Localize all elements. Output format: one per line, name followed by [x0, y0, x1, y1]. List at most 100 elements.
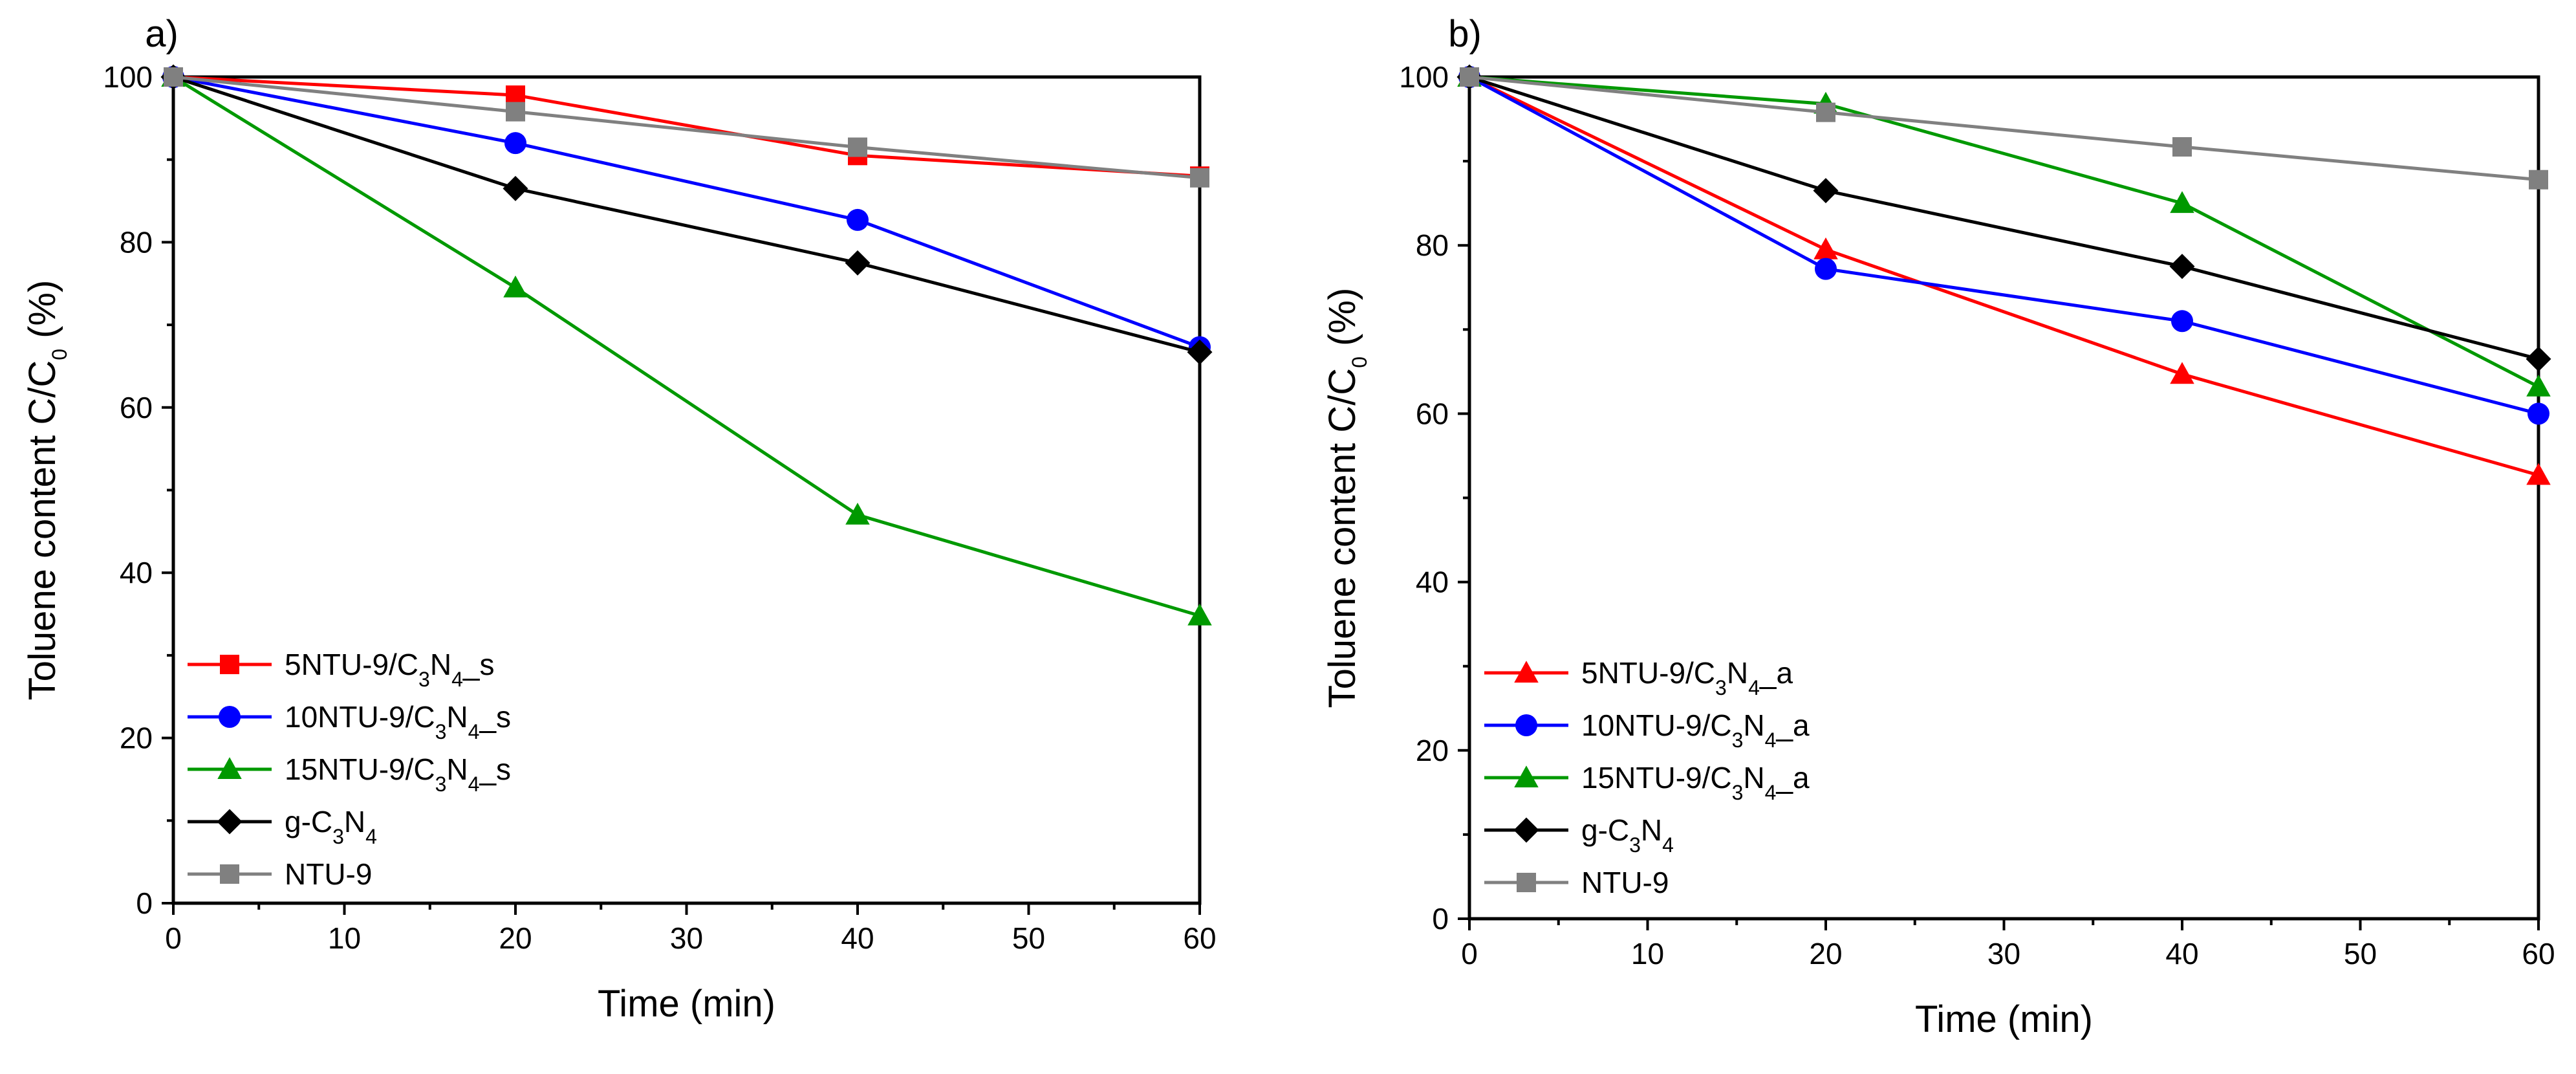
legend-marker: [1515, 714, 1537, 736]
legend: 5NTU-9/C3N4_s 10NTU-9/C3N4_s 15NTU-9/C3N4_…: [188, 648, 511, 891]
x-tick-label: 30: [670, 921, 703, 955]
x-tick-label: 0: [1461, 937, 1478, 970]
data-point: [1813, 237, 1838, 259]
series-line: [173, 75, 1200, 354]
series-3: [1457, 65, 2551, 397]
data-point: [2529, 170, 2548, 190]
data-point: [845, 503, 870, 525]
series-line: [1469, 75, 2540, 388]
data-point: [845, 250, 871, 276]
legend-marker: [219, 706, 241, 728]
data-point: [506, 102, 525, 122]
y-axis-title: Toluene content C/C0 (%): [1321, 288, 1371, 708]
x-tick-label: 60: [1183, 921, 1216, 955]
legend-marker: [1514, 765, 1539, 787]
legend-marker: [220, 655, 239, 674]
legend-item: NTU-9: [1484, 866, 1669, 899]
series-line: [173, 75, 1200, 180]
series-5: [164, 67, 1209, 188]
series-1: [1457, 65, 2551, 485]
legend-item: g-C3N4: [188, 805, 377, 848]
legend-marker: [217, 757, 242, 779]
data-point: [2169, 254, 2195, 279]
x-tick-label: 50: [2344, 937, 2377, 970]
data-point: [848, 137, 867, 157]
legend-label: 10NTU-9/C3N4_s: [285, 700, 511, 743]
y-tick-label: 0: [136, 886, 153, 920]
x-tick-label: 40: [841, 921, 874, 955]
legend-item: NTU-9: [188, 857, 372, 891]
x-tick-label: 30: [1987, 937, 2020, 970]
y-tick-label: 20: [120, 721, 153, 755]
x-axis-title: Time (min): [598, 983, 775, 1025]
series-4: [1456, 64, 2551, 372]
series-2: [1458, 66, 2549, 425]
y-tick-label: 40: [120, 556, 153, 589]
legend-label: 5NTU-9/C3N4_a: [1581, 656, 1793, 699]
legend-marker: [1513, 817, 1539, 843]
legend-item: 15NTU-9/C3N4_s: [188, 752, 511, 796]
y-tick-label: 0: [1432, 902, 1449, 936]
data-point: [1816, 102, 1835, 122]
data-point: [847, 208, 869, 231]
x-axis-title: Time (min): [1915, 998, 2093, 1040]
y-tick-label: 80: [1416, 228, 1449, 262]
y-tick-label: 100: [103, 60, 153, 94]
chart-2: 0 10 20 30 40 50 60 0 20 40 60 80 100 Time (min) Tolue…: [1321, 13, 2555, 1040]
y-tick-label: 20: [1416, 734, 1449, 767]
y-tick-label: 60: [120, 391, 153, 424]
x-tick-label: 10: [1631, 937, 1664, 970]
x-tick-label: 20: [499, 921, 532, 955]
legend-item: 15NTU-9/C3N4_a: [1484, 761, 1810, 804]
legend-item: g-C3N4: [1484, 813, 1674, 857]
legend-item: 10NTU-9/C3N4_s: [188, 700, 511, 743]
data-point: [503, 275, 528, 298]
series-line: [1469, 75, 2539, 182]
panel-label: b): [1448, 13, 1482, 55]
data-point: [504, 132, 526, 155]
series-line: [173, 75, 1200, 349]
y-tick-label: 40: [1416, 565, 1449, 599]
legend-label: 5NTU-9/C3N4_s: [285, 648, 494, 691]
series-line: [1468, 75, 2539, 415]
data-point: [2171, 310, 2193, 333]
legend-label: 15NTU-9/C3N4_s: [285, 752, 511, 796]
x-tick-label: 50: [1012, 921, 1045, 955]
chart-1: 0 10 20 30 40 50 60 0 20 40 60 80 100 Time (min) Tolue…: [21, 13, 1217, 1025]
data-point: [2172, 137, 2192, 157]
series-4: [160, 64, 1213, 365]
legend-marker: [1514, 661, 1539, 683]
series-line: [172, 75, 1200, 618]
data-point: [1460, 67, 1479, 87]
data-point: [2526, 375, 2551, 397]
y-axis-title: Toluene content C/C0 (%): [21, 280, 71, 701]
legend-marker: [220, 864, 239, 884]
legend-item: 10NTU-9/C3N4_a: [1484, 708, 1810, 752]
data-point: [1187, 339, 1213, 365]
legend-item: 5NTU-9/C3N4_a: [1484, 656, 1793, 699]
x-tick-label: 0: [165, 921, 182, 955]
legend-marker: [217, 809, 243, 835]
data-point: [1815, 258, 1837, 280]
series-3: [161, 65, 1212, 626]
data-point: [2526, 463, 2551, 485]
data-point: [2170, 191, 2194, 214]
data-point: [2526, 346, 2551, 372]
data-point: [2527, 402, 2549, 425]
legend-marker: [1517, 873, 1536, 892]
legend-label: g-C3N4: [285, 805, 377, 848]
y-tick-label: 60: [1416, 397, 1449, 430]
data-point: [503, 175, 528, 201]
series-line: [173, 75, 1200, 178]
x-tick-label: 20: [1809, 937, 1842, 970]
panel-label: a): [145, 13, 179, 55]
data-point: [1813, 178, 1839, 204]
legend: 5NTU-9/C3N4_a 10NTU-9/C3N4_a 15NTU-9/C3N4_…: [1484, 656, 1810, 899]
y-tick-label: 100: [1399, 60, 1449, 94]
series-line: [1468, 75, 2539, 477]
x-tick-label: 10: [328, 921, 361, 955]
legend-label: NTU-9: [1581, 866, 1669, 899]
legend-label: g-C3N4: [1581, 813, 1674, 857]
legend-label: 15NTU-9/C3N4_a: [1581, 761, 1810, 804]
